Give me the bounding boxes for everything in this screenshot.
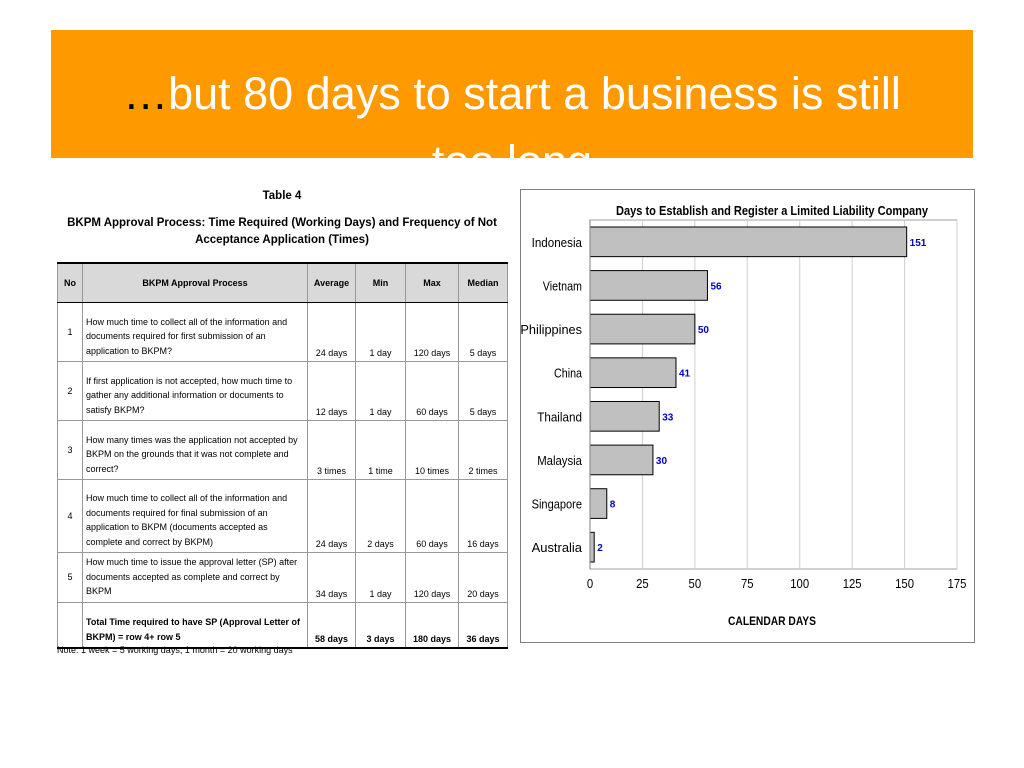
cell-max: 120 days (405, 552, 459, 603)
cell-no: 4 (57, 479, 83, 553)
bar (589, 488, 608, 519)
cell-median: 36 days (458, 601, 508, 649)
cell-process: Total Time required to have SP (Approval… (82, 601, 308, 649)
cell-no (57, 601, 83, 649)
bar (589, 313, 696, 345)
title-ellipsis: … (123, 68, 169, 119)
table-row: 3 How many times was the application not… (57, 420, 508, 480)
header-max: Max (405, 262, 459, 303)
bar (589, 400, 660, 432)
header-average: Average (307, 262, 356, 303)
cell-min: 3 days (355, 601, 406, 649)
cell-average: 3 times (307, 420, 356, 480)
bar (589, 444, 654, 476)
cell-max: 60 days (405, 361, 459, 421)
cell-process: If first application is not accepted, ho… (82, 361, 308, 421)
slide-title-banner: …but 80 days to start a business is stil… (51, 30, 973, 158)
cell-min: 1 day (355, 552, 406, 603)
bar (589, 270, 708, 301)
cell-median: 2 times (458, 420, 508, 480)
bar (589, 226, 908, 258)
cell-no: 3 (57, 420, 83, 480)
table-header-row: No BKPM Approval Process Average Min Max… (57, 262, 508, 303)
cell-median: 5 days (458, 361, 508, 421)
cell-median: 20 days (458, 552, 508, 603)
x-tick-label: 150 (895, 576, 914, 591)
data-label: 50 (698, 325, 710, 336)
y-category-label: Malaysia (537, 453, 582, 468)
bar (589, 531, 595, 563)
cell-max: 120 days (405, 302, 459, 362)
title-line-2: too long (432, 136, 592, 158)
cell-average: 12 days (307, 361, 356, 421)
x-axis-title: CALENDAR DAYS (728, 614, 816, 628)
x-tick-label: 100 (790, 576, 809, 591)
data-label: 151 (910, 238, 927, 249)
y-category-label: Australia (532, 540, 583, 555)
y-category-label: Vietnam (543, 278, 582, 293)
table-total-row: Total Time required to have SP (Approval… (57, 601, 508, 649)
cell-max: 180 days (405, 601, 459, 649)
x-tick-label: 75 (741, 576, 754, 591)
data-label: 33 (662, 412, 674, 423)
table-row: 5 How much time to issue the approval le… (57, 552, 508, 603)
y-category-label: Thailand (537, 409, 582, 424)
table-row: 4 How much time to collect all of the in… (57, 479, 508, 553)
cell-no: 1 (57, 302, 83, 362)
cell-min: 2 days (355, 479, 406, 553)
header-no: No (57, 262, 83, 303)
cell-process: How many times was the application not a… (82, 420, 308, 480)
bkpm-table: No BKPM Approval Process Average Min Max… (57, 262, 508, 649)
cell-median: 16 days (458, 479, 508, 553)
x-tick-label: 0 (587, 576, 593, 591)
cell-process: How much time to collect all of the info… (82, 479, 308, 553)
x-tick-label: 125 (843, 576, 862, 591)
data-label: 8 (610, 500, 616, 511)
cell-no: 5 (57, 552, 83, 603)
cell-max: 10 times (405, 420, 459, 480)
chart-panel: Days to Establish and Register a Limited… (520, 189, 975, 643)
y-category-label: Indonesia (532, 235, 583, 250)
cell-no: 2 (57, 361, 83, 421)
slide-title: …but 80 days to start a business is stil… (51, 60, 973, 158)
header-median: Median (458, 262, 508, 303)
cell-min: 1 day (355, 302, 406, 362)
data-label: 41 (679, 369, 691, 380)
chart-title: Days to Establish and Register a Limited… (616, 203, 929, 218)
table-row: 2 If first application is not accepted, … (57, 361, 508, 421)
cell-process: How much time to issue the approval lett… (82, 552, 308, 603)
table-number: Table 4 (262, 190, 302, 202)
y-category-label: China (554, 366, 583, 381)
cell-average: 34 days (307, 552, 356, 603)
header-min: Min (355, 262, 406, 303)
cell-average: 24 days (307, 479, 356, 553)
data-label: 30 (656, 456, 668, 467)
cell-min: 1 time (355, 420, 406, 480)
bar-chart: Days to Establish and Register a Limited… (521, 203, 967, 628)
x-tick-label: 25 (636, 576, 649, 591)
data-label: 2 (597, 543, 603, 554)
cell-max: 60 days (405, 479, 459, 553)
cell-median: 5 days (458, 302, 508, 362)
table-panel: Table 4 BKPM Approval Process: Time Requ… (57, 190, 508, 655)
y-category-label: Singapore (532, 497, 582, 512)
x-tick-label: 50 (689, 576, 702, 591)
table-caption: BKPM Approval Process: Time Required (Wo… (67, 217, 497, 246)
x-tick-label: 175 (948, 576, 967, 591)
y-category-label: Philippines (521, 322, 582, 337)
cell-average: 24 days (307, 302, 356, 362)
title-line-1: but 80 days to start a business is still (168, 68, 901, 119)
data-label: 56 (710, 281, 722, 292)
bar (589, 357, 677, 389)
cell-average: 58 days (307, 601, 356, 649)
header-process: BKPM Approval Process (82, 262, 308, 303)
table-note: Note: 1 week = 5 working days, 1 month =… (57, 645, 293, 655)
cell-min: 1 day (355, 361, 406, 421)
cell-process: How much time to collect all of the info… (82, 302, 308, 362)
table-row: 1 How much time to collect all of the in… (57, 302, 508, 362)
